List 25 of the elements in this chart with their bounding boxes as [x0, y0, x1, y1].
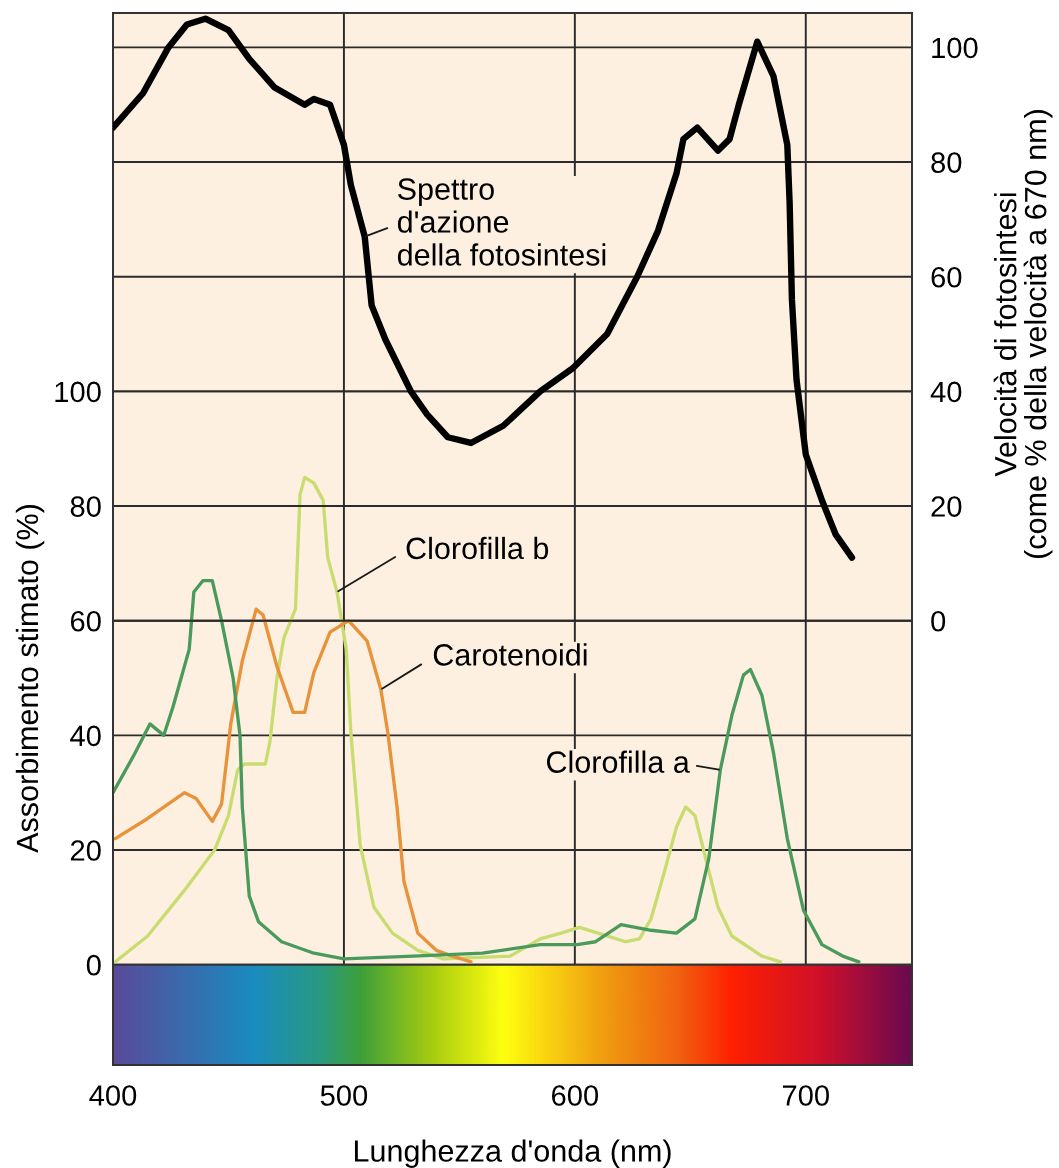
y-axis-title: Assorbimento stimato (%) — [15, 505, 45, 853]
y2-tick-label: 80 — [931, 152, 962, 173]
y2-tick-label: 60 — [931, 266, 962, 288]
line-series — [113, 578, 861, 964]
text: Clorofilla b — [406, 536, 549, 560]
line-series — [113, 475, 783, 964]
series-label: Clorofilla a — [546, 750, 690, 773]
x-tick-label: 500 — [320, 1085, 368, 1106]
y2-tick-label: 20 — [931, 496, 962, 517]
y2-tick-label: 40 — [930, 381, 962, 403]
y-tick-label: 100 — [55, 381, 101, 403]
y-tick-label: 40 — [70, 725, 101, 747]
y-tick-label: 80 — [70, 496, 101, 517]
series-label: Spettro d'azione della fotosintesi — [397, 178, 606, 266]
y2-tick-label: 0 — [931, 610, 946, 632]
y-tick-label: 60 — [70, 610, 101, 632]
y-tick-label: 20 — [70, 840, 101, 861]
y-tick-label: 0 — [86, 954, 101, 976]
series-label: Carotenoidi — [433, 643, 587, 666]
x-axis-title: Lunghezza d'onda (nm) — [354, 1139, 671, 1168]
y2-tick-label: 100 — [932, 37, 978, 59]
y2-axis-title: Velocità di fotosintesi (come % della velocità a 670 nm) — [993, 110, 1053, 559]
x-tick-label: 400 — [89, 1085, 137, 1106]
x-tick-label: 700 — [782, 1085, 829, 1106]
x-tick-label: 600 — [552, 1085, 599, 1106]
